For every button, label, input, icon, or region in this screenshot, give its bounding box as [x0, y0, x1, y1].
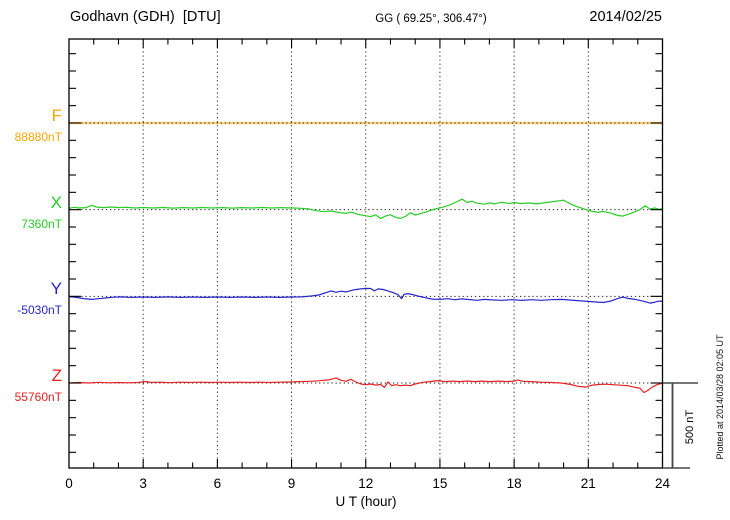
component-baseline-value-Z: 55760nT [14, 390, 62, 404]
plotted-at-note: Plotted at 2014/03/28 02:05 UT [715, 334, 725, 460]
component-baseline-value-F: 88880nT [14, 130, 62, 144]
x-tick-label-18: 18 [506, 476, 522, 491]
plot-date: 2014/02/25 [589, 9, 662, 25]
x-tick-label-24: 24 [654, 476, 671, 491]
component-label-F: F [51, 106, 62, 125]
x-tick-label-3: 3 [139, 476, 147, 491]
x-tick-label-12: 12 [358, 476, 374, 491]
component-label-Y: Y [50, 279, 62, 299]
x-axis-title: U T (hour) [335, 494, 397, 509]
station-title: Godhavn (GDH) [DTU] [70, 9, 221, 25]
x-tick-label-21: 21 [580, 476, 596, 491]
trace-Y [68, 287, 664, 304]
x-tick-label-9: 9 [287, 476, 296, 491]
scalebar-label: 500 nT [684, 409, 696, 445]
x-tick-label-0: 0 [65, 476, 73, 491]
component-label-Z: Z [51, 366, 62, 385]
trace-X [68, 198, 664, 220]
x-tick-label-15: 15 [432, 476, 448, 491]
component-baseline-value-X: 7360nT [21, 216, 62, 231]
geo-coordinates: GG ( 69.25°, 306.47°) [375, 13, 487, 25]
x-tick-label-6: 6 [213, 476, 222, 491]
trace-Z [68, 377, 664, 394]
component-label-X: X [50, 192, 62, 212]
component-baseline-value-Y: -5030nT [17, 303, 62, 318]
